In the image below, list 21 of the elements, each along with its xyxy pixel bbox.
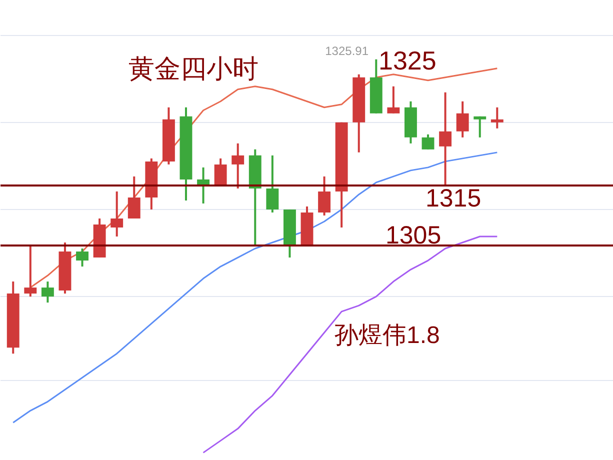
candlestick bbox=[232, 142, 244, 190]
ref-line-label: 1305 bbox=[386, 222, 442, 250]
candlestick bbox=[387, 85, 400, 114]
candlestick bbox=[76, 248, 88, 268]
candlestick bbox=[490, 106, 504, 130]
ref-line-label: 1315 bbox=[426, 184, 482, 212]
candlestick bbox=[128, 175, 140, 220]
candlestick bbox=[41, 280, 54, 304]
annotation: 黄金四小时 bbox=[128, 54, 258, 84]
annotation: 1325.91 bbox=[325, 44, 369, 58]
candlestick bbox=[266, 154, 279, 214]
candlestick bbox=[318, 175, 331, 216]
candlestick bbox=[439, 91, 452, 186]
annotation: 1325 bbox=[378, 46, 436, 76]
candlestick bbox=[422, 133, 434, 150]
candlestick bbox=[456, 100, 469, 138]
candlestick bbox=[110, 190, 124, 238]
candlestick bbox=[474, 115, 486, 138]
annotation: 孙煜伟1.8 bbox=[334, 322, 440, 349]
candlestick bbox=[24, 244, 37, 298]
candlestick bbox=[214, 157, 227, 186]
